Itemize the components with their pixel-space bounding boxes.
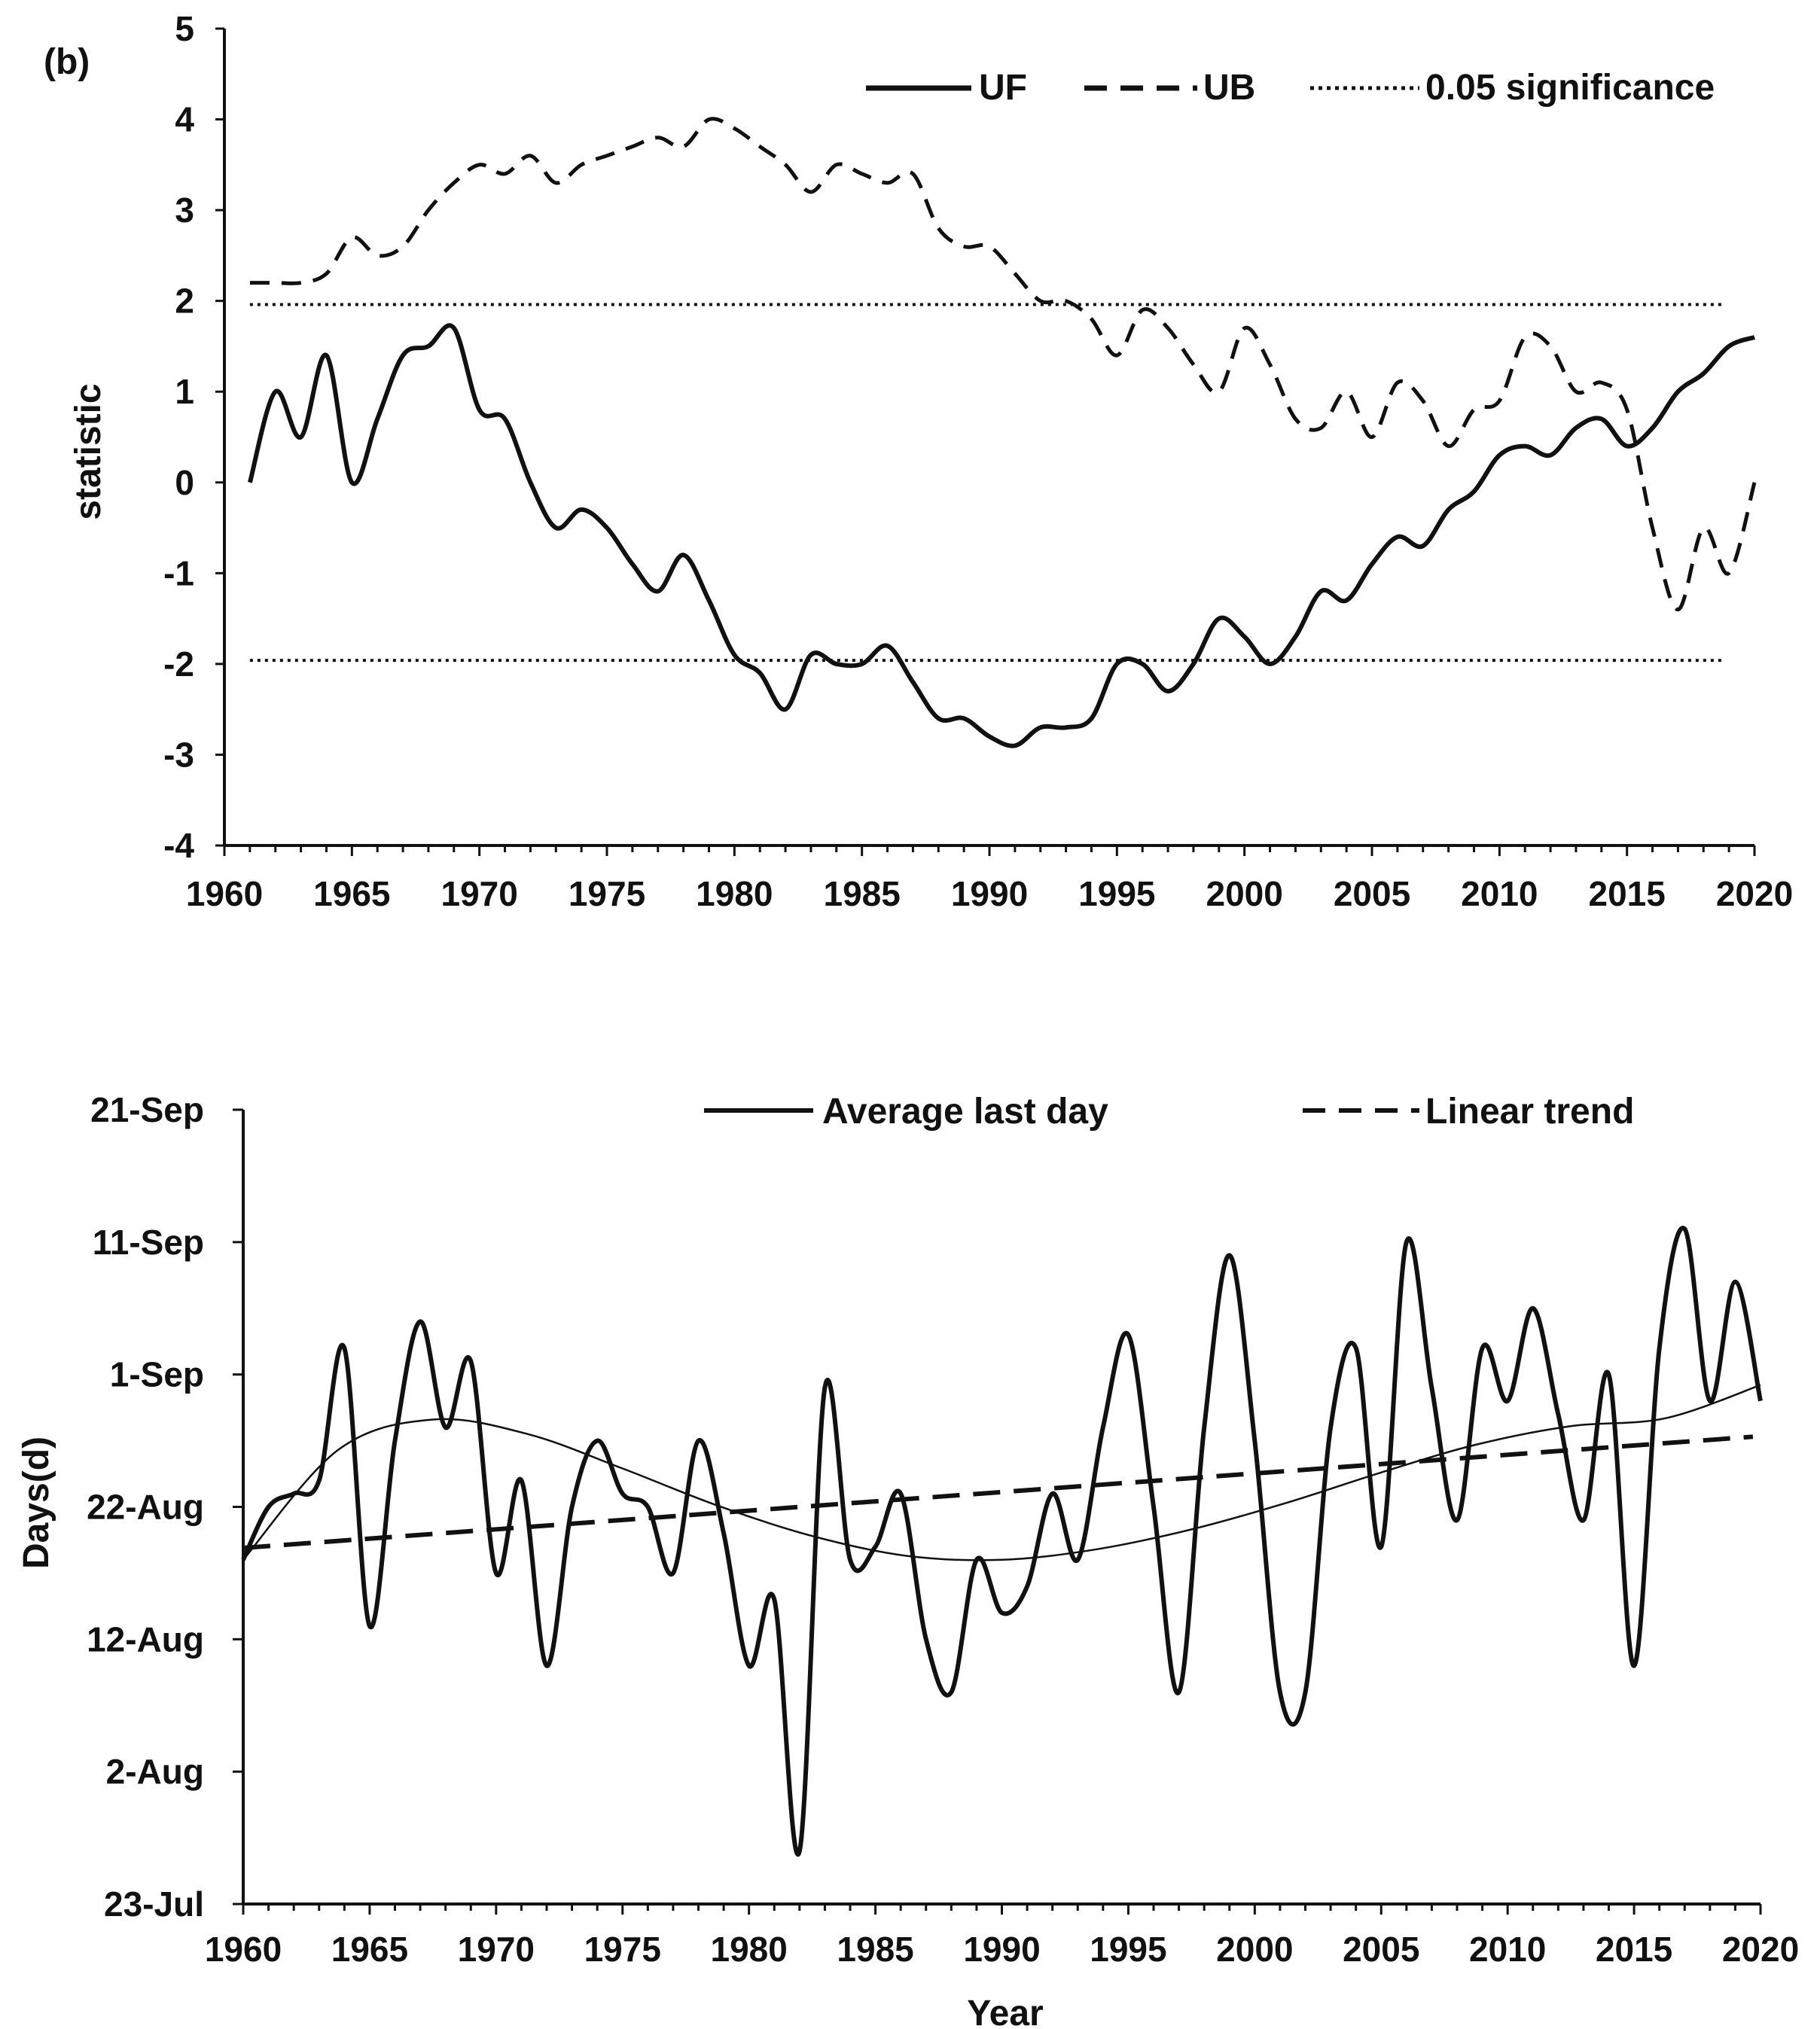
y-axis-title: statistic <box>69 383 108 519</box>
y-tick-label: 11-Sep <box>93 1223 204 1262</box>
x-tick-label: 2010 <box>1461 874 1538 913</box>
x-tick-label: 2000 <box>1216 1930 1293 1969</box>
y-tick-labels: 5 4 3 2 1 0 -1 -2 -3 -4 <box>163 9 194 865</box>
legend-average-label: Average last day <box>822 1092 1108 1132</box>
y-tick-label: -2 <box>163 644 194 684</box>
x-tick-label: 2005 <box>1343 1930 1419 1969</box>
panel-mk-statistic: (b) statistic 5 4 3 2 1 0 -1 -2 -3 -4 1960 1965 197… <box>44 9 1793 913</box>
x-tick-label: 1975 <box>569 874 645 913</box>
y-axis-title: Days(d) <box>17 1436 56 1569</box>
x-tick-label: 1980 <box>696 874 773 913</box>
y-tick-label: 4 <box>175 100 194 139</box>
legend: Average last day Linear trend <box>704 1092 1634 1132</box>
x-tick-label: 1995 <box>1078 874 1155 913</box>
y-tick-label: 1-Sep <box>110 1355 204 1394</box>
legend-sig-label: 0.05 significance <box>1425 68 1715 108</box>
y-tick-label: 23-Jul <box>104 1884 204 1924</box>
y-tick-label: -4 <box>163 826 194 865</box>
x-tick-label: 1985 <box>823 874 900 913</box>
x-tick-label: 2015 <box>1588 874 1665 913</box>
x-tick-label: 1970 <box>458 1930 535 1969</box>
x-tick-label: 1970 <box>441 874 517 913</box>
x-tick-label: 1960 <box>186 874 263 913</box>
panel-average-last-day: Days(d) Year 21-Sep 11-Sep 1-Sep 22-Aug 12-A… <box>17 1090 1799 2029</box>
y-tick-labels: 21-Sep 11-Sep 1-Sep 22-Aug 12-Aug 2-Aug 23-Jul <box>87 1090 204 1924</box>
x-tick-label: 1965 <box>313 874 390 913</box>
legend: UF UB 0.05 significance <box>866 68 1715 108</box>
y-tick-label: 21-Sep <box>90 1090 204 1129</box>
x-tick-label: 2000 <box>1206 874 1282 913</box>
legend-uf-label: UF <box>979 68 1027 108</box>
x-tick-label: 2005 <box>1334 874 1410 913</box>
y-tick-label: 1 <box>175 372 194 411</box>
y-tick-label: 2 <box>175 282 194 321</box>
x-tick-label: 2020 <box>1722 1930 1799 1969</box>
x-tick-label: 2015 <box>1596 1930 1672 1969</box>
x-tick-label: 1995 <box>1090 1930 1166 1969</box>
x-tick-label: 2010 <box>1469 1930 1546 1969</box>
plot-area <box>233 1108 1763 1915</box>
y-tick-label: -3 <box>163 735 194 774</box>
y-tick-label: 5 <box>175 9 194 48</box>
y-tick-label: 3 <box>175 190 194 230</box>
ub-series-line <box>249 117 1757 612</box>
plot-area <box>215 27 1757 856</box>
x-tick-label: 1980 <box>710 1930 787 1969</box>
x-tick-label: 1960 <box>205 1930 282 1969</box>
y-tick-label: 0 <box>175 463 194 502</box>
legend-ub-label: UB <box>1203 68 1255 108</box>
x-tick-label: 1990 <box>951 874 1028 913</box>
x-tick-label: 1975 <box>584 1930 661 1969</box>
linear-trend-line <box>242 1434 1754 1551</box>
smooth-fit-line <box>242 1384 1761 1561</box>
x-tick-label: 1965 <box>331 1930 408 1969</box>
x-tick-label: 1990 <box>963 1930 1040 1969</box>
x-tick-label: 2020 <box>1716 874 1793 913</box>
y-tick-label: 12-Aug <box>87 1619 204 1659</box>
y-tick-label: -1 <box>163 553 194 593</box>
y-tick-label: 2-Aug <box>106 1752 204 1791</box>
legend-trend-label: Linear trend <box>1425 1092 1634 1132</box>
x-tick-label: 1985 <box>837 1930 913 1969</box>
uf-series-line <box>248 323 1756 748</box>
x-tick-labels: 1960 1965 1970 1975 1980 1985 1990 1995 2000 2005… <box>205 1930 1799 1969</box>
average-last-day-line <box>241 1226 1763 1857</box>
panel-label: (b) <box>44 42 90 82</box>
x-axis-title: Year <box>967 1994 1043 2029</box>
x-tick-labels: 1960 1965 1970 1975 1980 1985 1990 1995 2000 2005… <box>186 874 1793 913</box>
y-tick-label: 22-Aug <box>87 1488 204 1527</box>
